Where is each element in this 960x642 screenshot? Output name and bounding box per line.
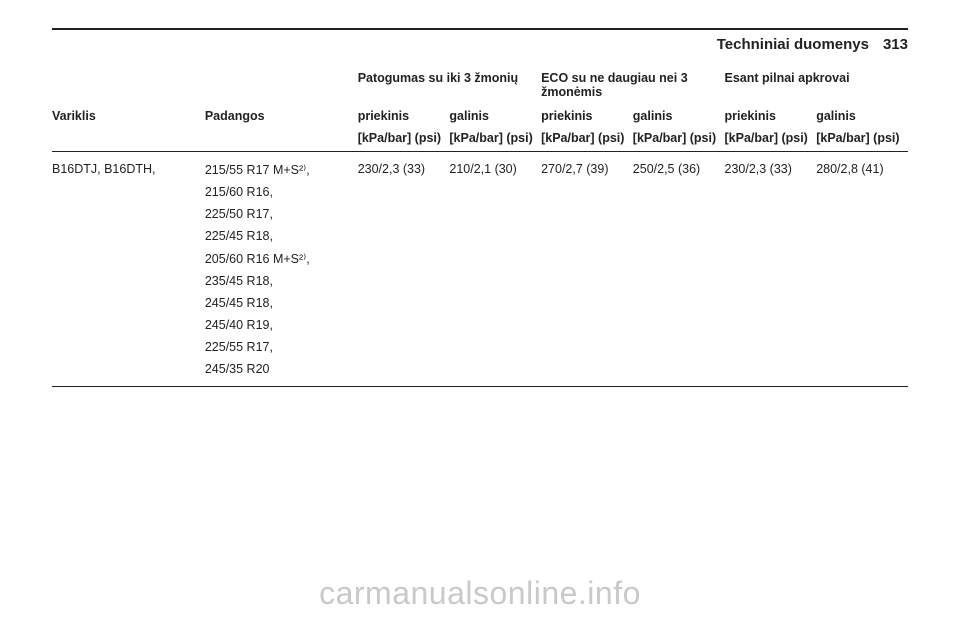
page: Techniniai duomenys 313 Patogumas su iki… bbox=[0, 0, 960, 387]
group-comfort: Patogumas su iki 3 žmonių bbox=[358, 71, 541, 105]
data-row: 245/35 R20 bbox=[52, 356, 908, 387]
col-full-rear: galinis bbox=[816, 105, 908, 127]
col-full-front: priekinis bbox=[725, 105, 817, 127]
group-header-row: Patogumas su iki 3 žmonių ECO su ne daug… bbox=[52, 71, 908, 105]
unit-eco-front: [kPa/bar] (psi) bbox=[541, 127, 633, 152]
tire-cell: 225/50 R17, bbox=[205, 201, 358, 223]
col-eco-rear: galinis bbox=[633, 105, 725, 127]
watermark: carmanualsonline.info bbox=[0, 575, 960, 612]
section-title: Techniniai duomenys bbox=[717, 36, 869, 53]
page-number: 313 bbox=[883, 36, 908, 53]
tire-cell: 215/60 R16, bbox=[205, 179, 358, 201]
unit-comfort-front: [kPa/bar] (psi) bbox=[358, 127, 450, 152]
col-comfort-rear: galinis bbox=[449, 105, 541, 127]
data-row: 245/45 R18, bbox=[52, 290, 908, 312]
data-row: 245/40 R19, bbox=[52, 312, 908, 334]
col-engine: Variklis bbox=[52, 105, 205, 127]
val-comfort-rear: 210/2,1 (30) bbox=[449, 152, 541, 180]
group-full: Esant pilnai apkrovai bbox=[725, 71, 909, 105]
data-row: 205/60 R16 M+S²⁾, bbox=[52, 245, 908, 268]
data-row: 225/55 R17, bbox=[52, 334, 908, 356]
running-header: Techniniai duomenys 313 bbox=[52, 36, 908, 53]
unit-row: [kPa/bar] (psi) [kPa/bar] (psi) [kPa/bar… bbox=[52, 127, 908, 152]
unit-full-front: [kPa/bar] (psi) bbox=[725, 127, 817, 152]
tire-cell: 205/60 R16 M+S²⁾, bbox=[205, 245, 358, 268]
data-row: 215/60 R16, bbox=[52, 179, 908, 201]
tire-cell: 225/55 R17, bbox=[205, 334, 358, 356]
tire-cell: 245/35 R20 bbox=[205, 356, 358, 387]
data-row: 225/45 R18, bbox=[52, 223, 908, 245]
data-row: 225/50 R17, bbox=[52, 201, 908, 223]
group-eco: ECO su ne daugiau nei 3 žmonėmis bbox=[541, 71, 724, 105]
tire-cell: 225/45 R18, bbox=[205, 223, 358, 245]
data-row: B16DTJ, B16DTH, 215/55 R17 M+S²⁾, 230/2,… bbox=[52, 152, 908, 180]
unit-full-rear: [kPa/bar] (psi) bbox=[816, 127, 908, 152]
unit-eco-rear: [kPa/bar] (psi) bbox=[633, 127, 725, 152]
tire-cell: 235/45 R18, bbox=[205, 268, 358, 290]
column-header-row: Variklis Padangos priekinis galinis prie… bbox=[52, 105, 908, 127]
col-comfort-front: priekinis bbox=[358, 105, 450, 127]
tire-cell: 245/45 R18, bbox=[205, 290, 358, 312]
val-eco-rear: 250/2,5 (36) bbox=[633, 152, 725, 180]
val-comfort-front: 230/2,3 (33) bbox=[358, 152, 450, 180]
val-eco-front: 270/2,7 (39) bbox=[541, 152, 633, 180]
top-rule bbox=[52, 28, 908, 30]
data-row: 235/45 R18, bbox=[52, 268, 908, 290]
unit-comfort-rear: [kPa/bar] (psi) bbox=[449, 127, 541, 152]
val-full-rear: 280/2,8 (41) bbox=[816, 152, 908, 180]
engine-cell: B16DTJ, B16DTH, bbox=[52, 152, 205, 180]
val-full-front: 230/2,3 (33) bbox=[725, 152, 817, 180]
tire-cell: 215/55 R17 M+S²⁾, bbox=[205, 152, 358, 180]
tire-pressure-table: Patogumas su iki 3 žmonių ECO su ne daug… bbox=[52, 71, 908, 387]
tire-cell: 245/40 R19, bbox=[205, 312, 358, 334]
col-tires: Padangos bbox=[205, 105, 358, 127]
col-eco-front: priekinis bbox=[541, 105, 633, 127]
